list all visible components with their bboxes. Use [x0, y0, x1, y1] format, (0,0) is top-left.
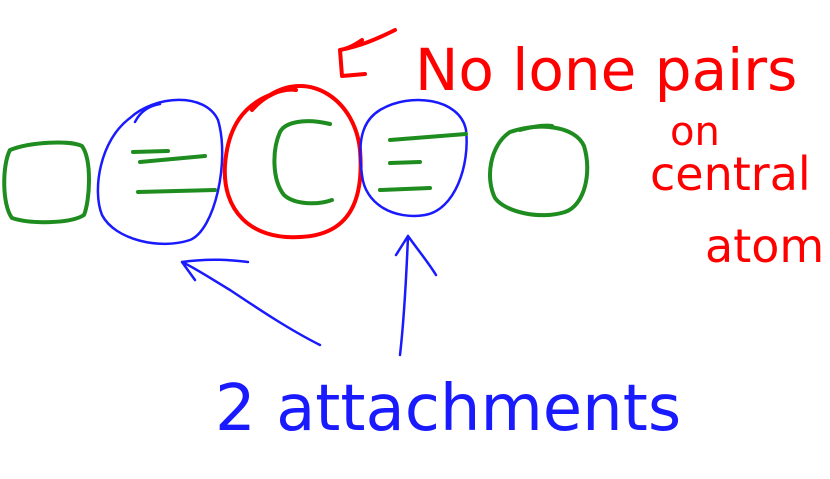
left-bond-line-1 [131, 149, 170, 154]
annotation-line-1: No lone pairs [415, 36, 797, 104]
left-outer-atom [2, 140, 91, 225]
left-attachment-highlight [96, 98, 224, 246]
right-outer-atom-tail [518, 123, 554, 132]
right-bond-line-3 [378, 186, 432, 192]
central-atom-highlight [222, 84, 363, 240]
attachments-label: 2 attachments [215, 372, 681, 446]
blue-arrow-left [180, 258, 322, 347]
left-bond-line-3 [136, 188, 217, 194]
right-bond-line-2 [388, 160, 422, 165]
right-bond-line-1 [388, 132, 468, 142]
central-highlight-tail [250, 87, 298, 112]
right-outer-atom [488, 124, 590, 218]
annotation-line-4: atom [705, 219, 824, 273]
central-atom-c [272, 119, 334, 206]
left-attachment-highlight-tail [133, 102, 162, 124]
blue-arrow-right [394, 234, 438, 357]
right-attachment-highlight [359, 98, 468, 218]
red-arrow [338, 28, 397, 78]
left-bond-line-2 [138, 154, 207, 164]
annotation-line-2: on [670, 109, 720, 155]
annotation-line-3: central [650, 147, 811, 201]
